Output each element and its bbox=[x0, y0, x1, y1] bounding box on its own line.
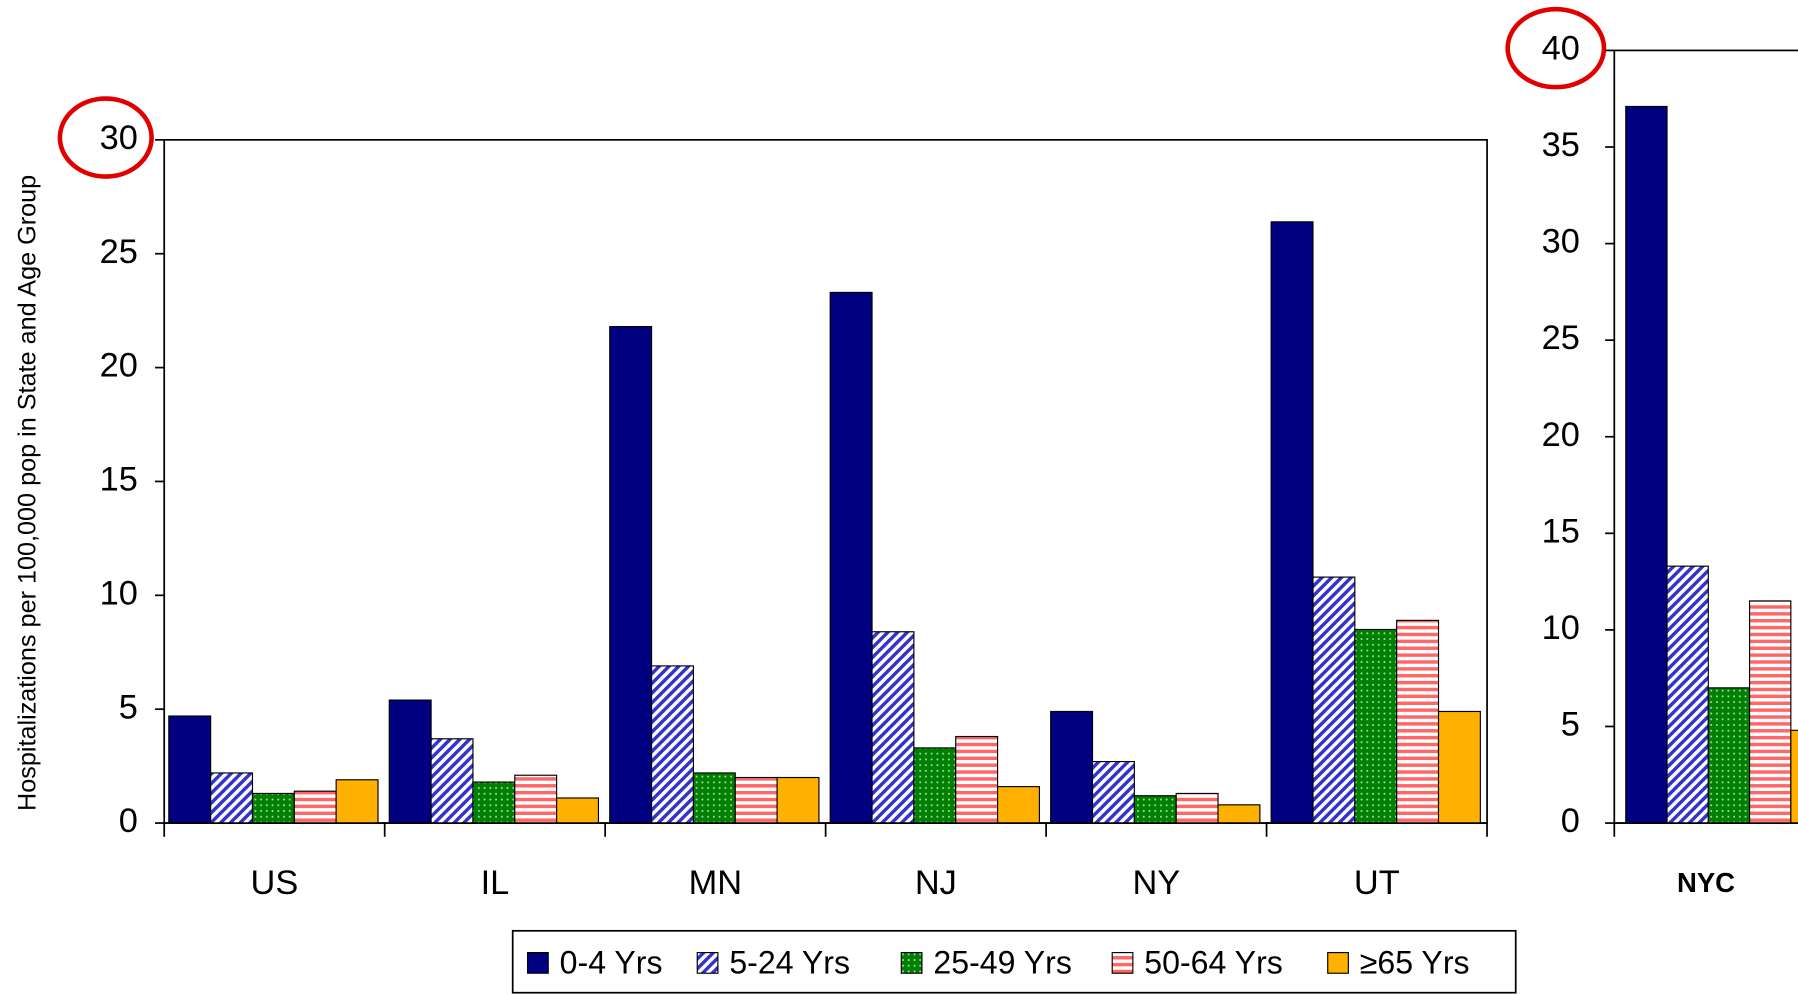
x-tick-label: IL bbox=[481, 864, 510, 902]
bar bbox=[1396, 619, 1440, 824]
bar bbox=[1354, 628, 1398, 824]
bar bbox=[692, 772, 736, 824]
y-axis-label: Hospitalizations per 100,000 pop in Stat… bbox=[14, 175, 42, 811]
bar bbox=[210, 772, 254, 824]
legend-swatch bbox=[900, 952, 923, 974]
legend-swatch bbox=[1327, 952, 1349, 974]
y-tick-label: 35 bbox=[1542, 126, 1580, 164]
bar bbox=[251, 792, 295, 824]
y-tick-label: 15 bbox=[100, 461, 138, 499]
x-tick-label: NYC bbox=[1677, 867, 1735, 898]
bar bbox=[913, 747, 957, 824]
y-tick-label: 0 bbox=[119, 802, 138, 840]
y-tick-label: 20 bbox=[100, 347, 138, 385]
bar bbox=[734, 776, 778, 824]
bar bbox=[776, 776, 820, 824]
bar bbox=[1175, 792, 1219, 824]
bar bbox=[1217, 804, 1261, 824]
bar bbox=[1312, 576, 1356, 824]
y-tick-label: 20 bbox=[1542, 416, 1580, 454]
legend-label: 0-4 Yrs bbox=[560, 945, 663, 981]
bar bbox=[1666, 565, 1709, 824]
y-tick-label: 15 bbox=[1542, 512, 1580, 550]
legend-swatch bbox=[527, 952, 549, 974]
legend-swatch bbox=[696, 952, 719, 974]
bar bbox=[996, 786, 1040, 824]
bar bbox=[1707, 687, 1751, 824]
y-tick-label: 40 bbox=[1542, 30, 1580, 68]
y-tick-label: 5 bbox=[1561, 706, 1580, 744]
legend-label: ≥65 Yrs bbox=[1360, 945, 1470, 981]
x-tick-label: NJ bbox=[915, 864, 957, 902]
bar bbox=[1270, 221, 1314, 824]
y-tick-label: 10 bbox=[1542, 609, 1580, 647]
bar bbox=[335, 779, 379, 824]
bar bbox=[955, 735, 999, 824]
bar bbox=[168, 715, 212, 824]
y-tick-label: 25 bbox=[1542, 319, 1580, 357]
y-tick-label: 10 bbox=[100, 574, 138, 612]
bar bbox=[1790, 729, 1798, 824]
bar bbox=[1437, 710, 1481, 824]
x-tick-label: MN bbox=[689, 864, 742, 902]
legend-label: 25-49 Yrs bbox=[933, 945, 1072, 981]
highlight-circle bbox=[57, 96, 154, 179]
bar bbox=[556, 797, 600, 824]
y-tick-label: 0 bbox=[1561, 802, 1580, 840]
bar bbox=[1133, 795, 1177, 824]
legend-label: 50-64 Yrs bbox=[1144, 945, 1282, 981]
bar bbox=[1091, 760, 1135, 824]
bar bbox=[430, 738, 474, 824]
bar bbox=[609, 326, 653, 824]
y-tick-label: 5 bbox=[119, 688, 138, 726]
y-tick-label: 25 bbox=[100, 233, 138, 271]
bar bbox=[1748, 600, 1792, 824]
y-tick-label: 30 bbox=[100, 119, 138, 157]
bar bbox=[829, 291, 873, 824]
bar bbox=[1625, 105, 1668, 824]
x-tick-label: UT bbox=[1354, 864, 1400, 902]
bar bbox=[651, 665, 694, 824]
legend-label: 5-24 Yrs bbox=[729, 945, 850, 981]
y-tick-label: 30 bbox=[1542, 223, 1580, 261]
bar bbox=[514, 774, 558, 824]
bar bbox=[293, 790, 337, 824]
bar bbox=[1050, 710, 1094, 824]
bar bbox=[871, 631, 915, 824]
x-tick-label: NY bbox=[1132, 864, 1180, 902]
legend-swatch bbox=[1111, 952, 1134, 974]
x-tick-label: US bbox=[251, 864, 299, 902]
bar bbox=[388, 699, 432, 824]
highlight-circle bbox=[1505, 6, 1607, 90]
bar bbox=[472, 781, 516, 824]
